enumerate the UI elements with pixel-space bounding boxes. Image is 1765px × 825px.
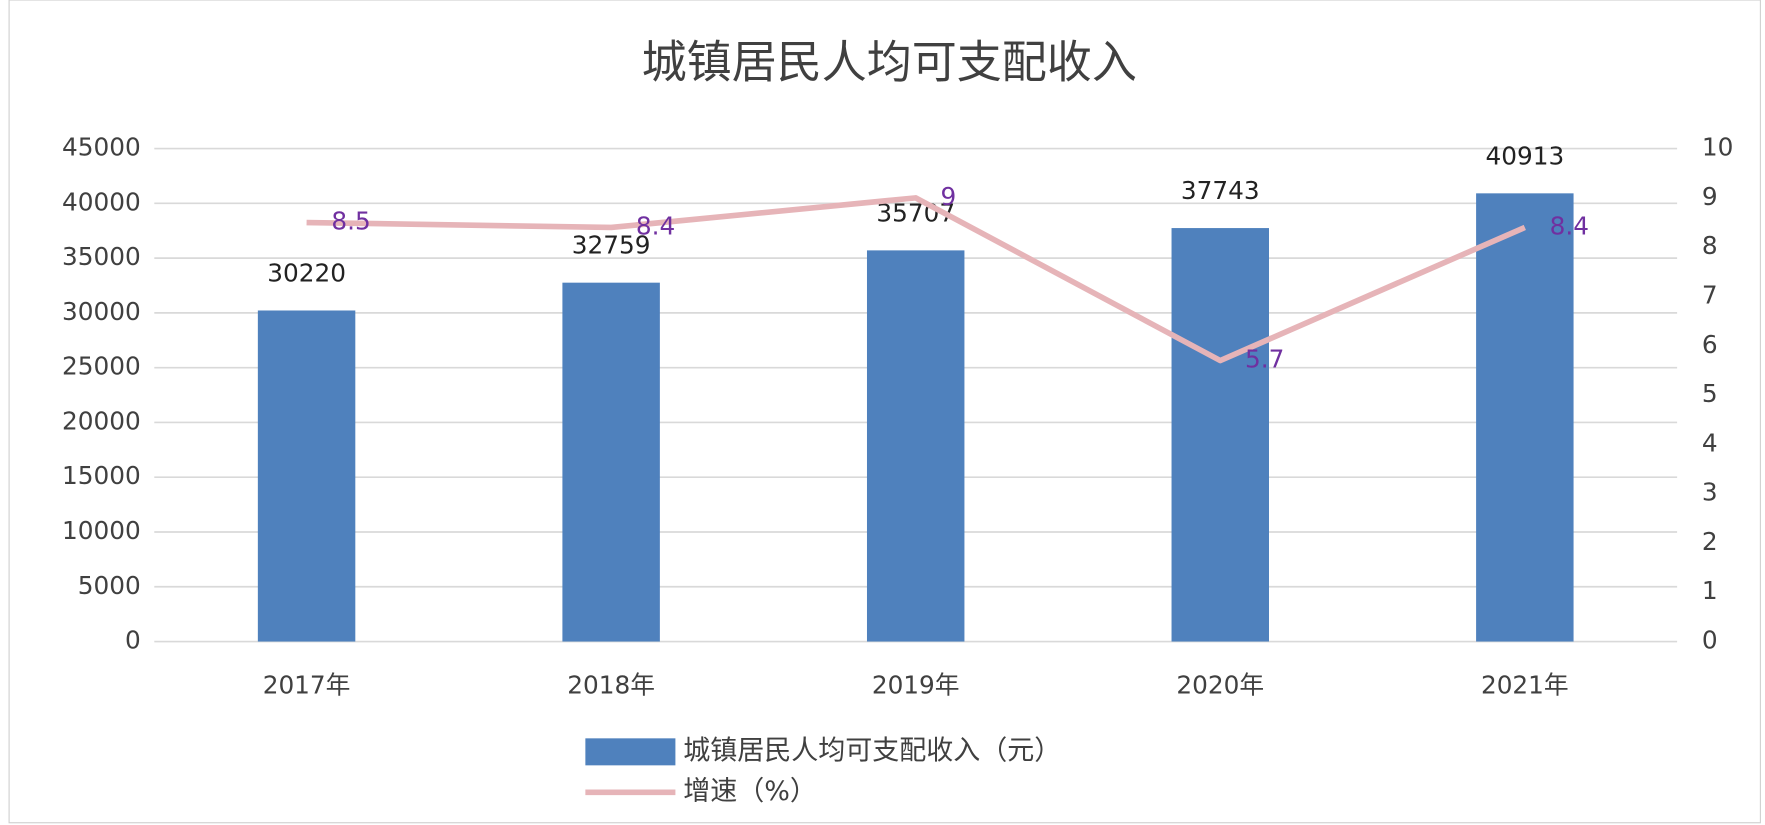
legend-label: 增速（%） <box>683 776 817 807</box>
x-tick-label: 2021年 <box>1481 671 1569 700</box>
bar-value-label: 37743 <box>1181 176 1260 205</box>
y-tick-label: 35000 <box>62 242 141 271</box>
y-tick-label: 45000 <box>62 133 141 162</box>
y-tick-label: 25000 <box>62 352 141 381</box>
line-value-label: 8.4 <box>636 211 675 240</box>
line <box>306 195 1526 364</box>
y2-tick-label: 8 <box>1702 231 1718 260</box>
y2-tick-label: 1 <box>1702 576 1718 605</box>
y2-tick-label: 9 <box>1702 182 1718 211</box>
y2-tick-label: 6 <box>1702 330 1718 359</box>
bar <box>1476 193 1574 642</box>
y-tick-label: 30000 <box>62 297 141 326</box>
y2-tick-label: 10 <box>1702 133 1734 162</box>
bar-value-label: 30220 <box>267 258 346 287</box>
chart-title: 城镇居民人均可支配收入 <box>642 35 1137 88</box>
y2-tick-label: 2 <box>1702 527 1718 556</box>
line-value-label: 9 <box>940 182 956 211</box>
y-tick-label: 20000 <box>62 406 141 435</box>
line-value-label: 8.5 <box>331 207 370 236</box>
x-tick-label: 2017年 <box>263 671 351 700</box>
y-tick-label: 10000 <box>62 516 141 545</box>
y2-tick-label: 4 <box>1702 428 1718 457</box>
line-value-label: 8.4 <box>1550 211 1589 240</box>
legend-label: 城镇居民人均可支配收入（元） <box>683 735 1061 766</box>
bar <box>866 250 965 642</box>
bar <box>257 310 356 642</box>
y2-tick-label: 5 <box>1702 379 1718 408</box>
bar-value-label: 40913 <box>1485 141 1564 170</box>
y-tick-label: 15000 <box>62 461 141 490</box>
bar <box>1171 228 1269 642</box>
x-tick-label: 2018年 <box>567 671 655 700</box>
y2-tick-label: 3 <box>1702 478 1718 507</box>
bar <box>562 282 660 642</box>
y-tick-label: 0 <box>125 626 141 655</box>
y2-tick-label: 7 <box>1702 280 1718 309</box>
legend-swatch <box>585 738 676 766</box>
x-tick-label: 2020年 <box>1176 671 1264 700</box>
bar-value-label: 32759 <box>572 231 651 260</box>
x-tick-label: 2019年 <box>872 671 960 700</box>
y2-tick-label: 0 <box>1702 626 1718 655</box>
line-value-label: 5.7 <box>1245 345 1284 374</box>
y-tick-label: 5000 <box>78 571 141 600</box>
y-tick-label: 40000 <box>62 187 141 216</box>
